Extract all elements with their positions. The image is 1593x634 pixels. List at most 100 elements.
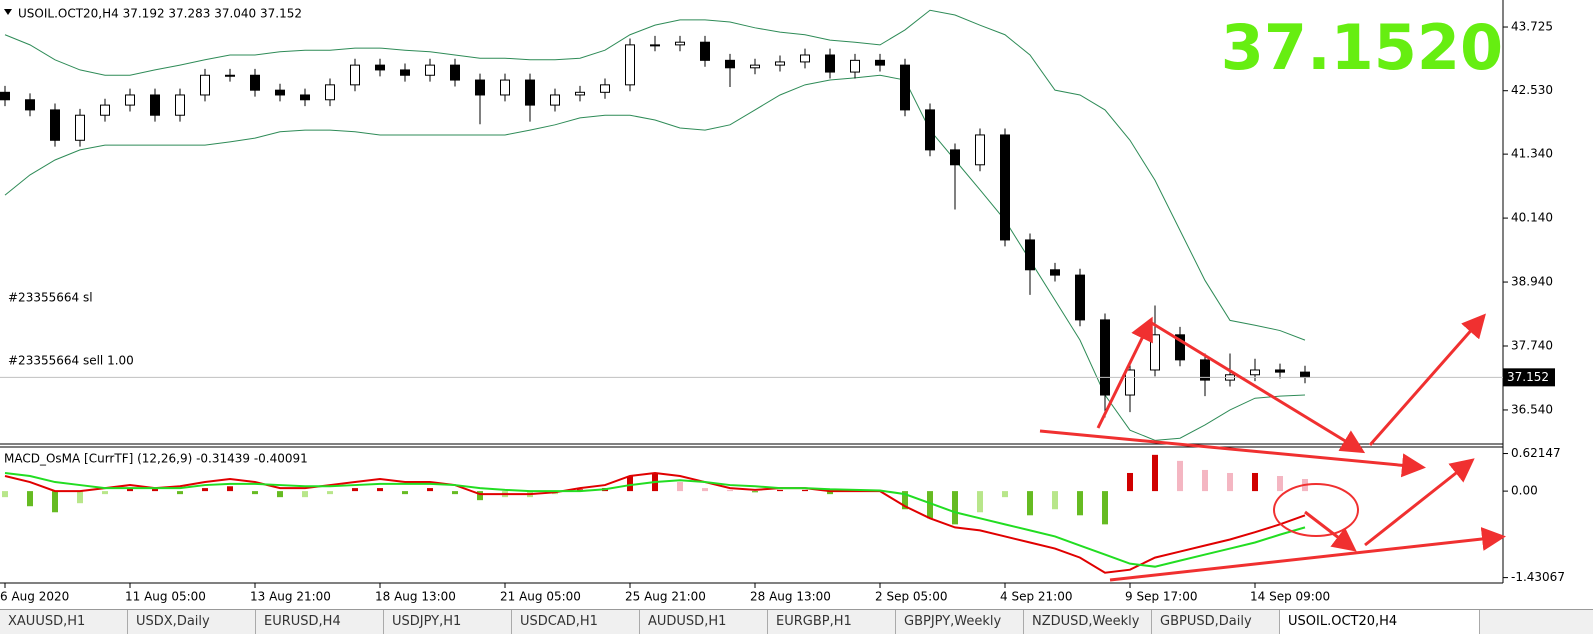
y-tick-label: 0.62147 — [1511, 446, 1561, 460]
x-tick-label: 25 Aug 21:00 — [625, 590, 706, 604]
symbol-tab[interactable]: USDJPY,H1 — [384, 610, 512, 634]
symbol-tab[interactable]: NZDUSD,Weekly — [1024, 610, 1152, 634]
histogram-bar — [2, 491, 8, 498]
y-tick-label: 0.00 — [1511, 484, 1538, 498]
menu-arrow[interactable] — [4, 9, 12, 15]
histogram-bar — [927, 491, 933, 519]
histogram-bar — [102, 491, 108, 495]
histogram-bar — [152, 488, 158, 492]
trend-arrow — [1304, 510, 1357, 552]
symbol-header: USOIL.OCT20,H4 37.192 37.283 37.040 37.1… — [18, 7, 302, 21]
candle-body — [1175, 334, 1185, 361]
histogram-bar — [1202, 469, 1208, 492]
candle-body — [375, 64, 385, 71]
symbol-tabs: XAUUSD,H1 USDX,Daily EURUSD,H4 USDJPY,H1 USD… — [0, 609, 1593, 634]
current-price-tag — [1503, 368, 1555, 387]
symbol-tab[interactable]: EURUSD,H4 — [256, 610, 384, 634]
symbol-tab[interactable]: GBPUSD,Daily — [1152, 610, 1280, 634]
histogram-bar — [1052, 491, 1058, 510]
candle-body — [975, 134, 985, 166]
symbol-tab[interactable]: AUDUSD,H1 — [640, 610, 768, 634]
candle-body — [875, 59, 885, 66]
histogram-bar — [1002, 491, 1008, 498]
histogram-bar — [27, 491, 33, 507]
candle-body — [150, 94, 160, 116]
histogram-bar — [252, 491, 258, 495]
histogram-bar — [127, 488, 133, 492]
symbol-tab[interactable]: USDX,Daily — [128, 610, 256, 634]
histogram-bar — [477, 491, 483, 501]
candle-body — [350, 64, 360, 86]
candle-body — [650, 44, 660, 47]
y-tick-label: 36.540 — [1511, 402, 1553, 416]
candle-body — [125, 94, 135, 106]
histogram-bar — [1177, 460, 1183, 492]
histogram-bar — [627, 475, 633, 492]
candle-body — [425, 64, 435, 76]
candle-body — [700, 41, 710, 61]
candle-body — [675, 41, 685, 46]
candle-body — [475, 79, 485, 96]
indicator-header: MACD_OsMA [CurrTF] (12,26,9) -0.31439 -0… — [4, 452, 308, 466]
histogram-bar — [202, 488, 208, 492]
candle-body — [600, 84, 610, 93]
histogram-bar — [902, 491, 908, 510]
histogram-bar — [427, 488, 433, 492]
candle-body — [925, 109, 935, 151]
candle-body — [1050, 269, 1060, 276]
candle-body — [525, 79, 535, 106]
candle-body — [800, 54, 810, 63]
histogram-bar — [827, 491, 833, 495]
y-tick-label: 41.340 — [1511, 147, 1553, 161]
terminal-chart: USOIL.OCT20,H4 37.192 37.283 37.040 37.1… — [0, 0, 1593, 609]
x-tick-label: 28 Aug 13:00 — [750, 590, 831, 604]
histogram-bar — [1077, 491, 1083, 516]
symbol-tab[interactable]: USOIL.OCT20,H4 — [1280, 610, 1480, 634]
y-tick-label: 38.940 — [1511, 275, 1553, 289]
histogram-bar — [327, 491, 333, 495]
x-tick-label: 6 Aug 2020 — [0, 590, 69, 604]
background — [0, 0, 1593, 609]
candle-body — [325, 84, 335, 101]
symbol-tab[interactable]: GBPJPY,Weekly — [896, 610, 1024, 634]
candle-body — [0, 91, 10, 101]
histogram-bar — [177, 491, 183, 495]
histogram-bar — [1127, 472, 1133, 492]
candle-body — [400, 69, 410, 76]
candle-body — [1200, 359, 1210, 381]
candle-body — [1250, 369, 1260, 376]
trend-arrow — [1096, 316, 1153, 429]
histogram-bar — [402, 491, 408, 495]
order-label: #23355664 sl — [8, 291, 93, 305]
symbol-tab[interactable]: XAUUSD,H1 — [0, 610, 128, 634]
symbol-tab[interactable]: USDCAD,H1 — [512, 610, 640, 634]
histogram-bar — [1277, 475, 1283, 492]
x-tick-label: 13 Aug 21:00 — [250, 590, 331, 604]
bollinger-band — [4, 74, 1306, 441]
candle-body — [550, 94, 560, 106]
trend-arrow — [1109, 527, 1506, 582]
candle-body — [250, 74, 260, 91]
histogram-bar — [277, 491, 283, 498]
x-tick-label: 18 Aug 13:00 — [375, 590, 456, 604]
trend-arrow — [1149, 320, 1366, 454]
histogram-bar — [727, 489, 733, 492]
candle-body — [25, 99, 35, 111]
candle-body — [625, 44, 635, 86]
histogram-bar — [1227, 472, 1233, 492]
price-display: 37.1520 — [1221, 11, 1503, 84]
symbol-tab[interactable]: EURGBP,H1 — [768, 610, 896, 634]
candle-body — [275, 89, 285, 96]
candle-body — [1125, 369, 1135, 396]
indicator-line — [4, 471, 1306, 568]
candle-body — [850, 59, 860, 73]
histogram-bar — [802, 489, 808, 492]
histogram-bar — [452, 491, 458, 495]
x-tick-label: 2 Sep 05:00 — [875, 590, 947, 604]
histogram-bar — [1102, 491, 1108, 525]
candle-body — [900, 64, 910, 111]
candle-body — [1275, 369, 1285, 373]
histogram-bar — [352, 488, 358, 492]
x-tick-label: 11 Aug 05:00 — [125, 590, 206, 604]
candle-body — [825, 54, 835, 73]
